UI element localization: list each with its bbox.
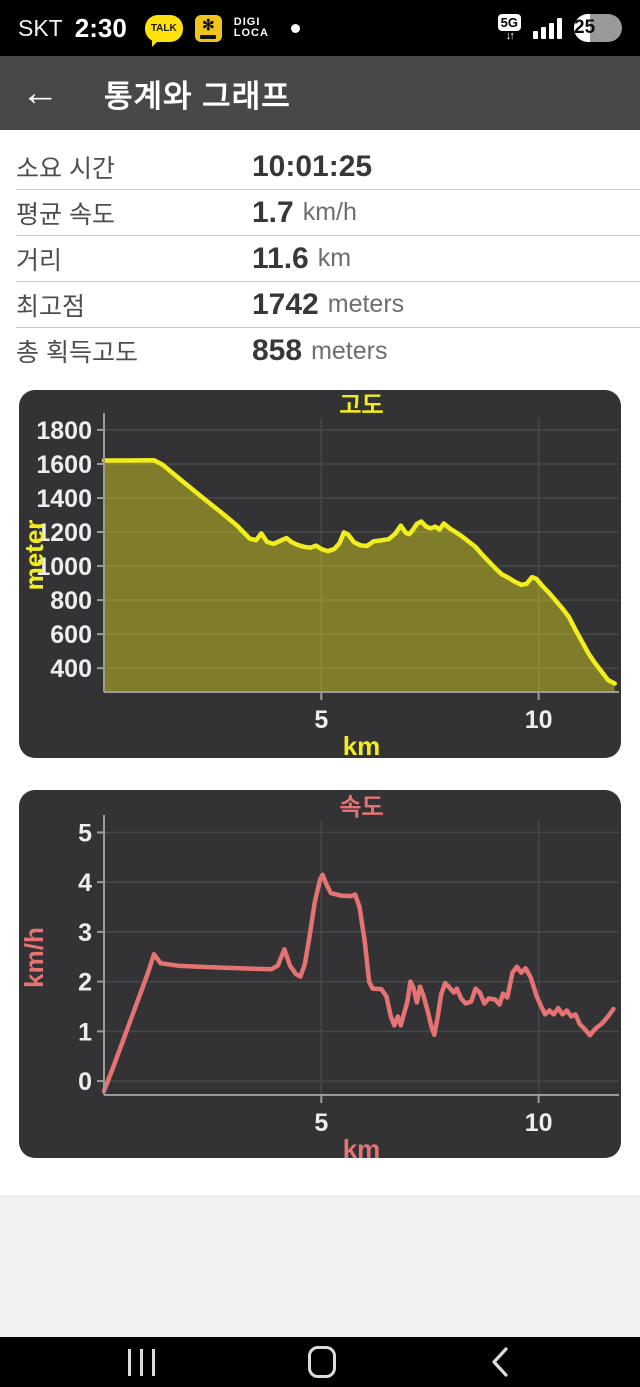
background-area xyxy=(0,1195,640,1337)
svg-text:1200: 1200 xyxy=(36,519,92,547)
status-bar: SKT 2:30 TALK ✻ DIGI LOCA 5G ↓↑ 25 xyxy=(0,0,640,56)
stat-row: 평균 속도 1.7 km/h xyxy=(16,190,640,236)
svg-text:속도: 속도 xyxy=(339,794,383,821)
svg-text:km: km xyxy=(343,731,381,758)
svg-text:1: 1 xyxy=(78,1018,92,1046)
status-bar-left: SKT 2:30 TALK ✻ DIGI LOCA xyxy=(18,12,300,47)
home-icon xyxy=(307,1346,336,1378)
carrier-label: SKT xyxy=(18,14,63,41)
home-button[interactable] xyxy=(307,1337,336,1387)
yellow-app-icon: ✻ xyxy=(194,14,222,42)
stat-row: 총 획득고도 858 meters xyxy=(16,328,640,374)
svg-text:5: 5 xyxy=(314,1109,328,1137)
asterisk-glyph: ✻ xyxy=(201,16,215,34)
svg-text:800: 800 xyxy=(50,587,92,615)
svg-text:10: 10 xyxy=(525,1109,553,1137)
stat-value: 858 xyxy=(252,334,303,367)
kakaotalk-label: TALK xyxy=(150,22,177,34)
stat-unit: km xyxy=(317,244,352,272)
svg-text:5: 5 xyxy=(314,706,328,734)
svg-text:0: 0 xyxy=(78,1068,92,1096)
clock: 2:30 xyxy=(74,12,127,43)
stat-row: 거리 11.6 km xyxy=(16,236,640,282)
data-arrows-icon: ↓↑ xyxy=(505,30,515,42)
recents-button[interactable] xyxy=(128,1337,155,1387)
stat-label: 소요 시간 xyxy=(16,154,115,183)
svg-text:10: 10 xyxy=(525,706,553,734)
5g-badge: 5G xyxy=(497,14,521,31)
battery-percent: 25 xyxy=(574,17,596,38)
stats-table: 소요 시간 10:01:25 평균 속도 1.7 km/h 거리 11.6 km 최고점 1742… xyxy=(0,130,640,382)
stat-unit: meters xyxy=(327,290,405,318)
back-button[interactable]: ← xyxy=(0,56,80,130)
svg-text:1600: 1600 xyxy=(36,451,92,479)
svg-text:고도: 고도 xyxy=(339,392,383,419)
stat-row: 소요 시간 10:01:25 xyxy=(16,144,640,190)
svg-text:400: 400 xyxy=(50,655,92,683)
svg-text:1400: 1400 xyxy=(36,485,92,513)
stat-label: 총 획득고도 xyxy=(16,339,138,367)
svg-text:1800: 1800 xyxy=(36,417,92,445)
stat-value: 11.6 xyxy=(252,241,309,275)
signal-strength-icon xyxy=(533,17,562,39)
svg-text:3: 3 xyxy=(78,919,92,947)
stat-label: 거리 xyxy=(16,246,63,275)
speed-chart-card: 0 1 2 3 4 5 5 10 속도 km km/h xyxy=(19,790,621,1158)
back-arrow-icon: ← xyxy=(21,72,59,114)
back-nav-button[interactable] xyxy=(488,1337,512,1387)
content-spacer xyxy=(0,1158,640,1195)
svg-text:600: 600 xyxy=(50,621,92,649)
stat-value: 1742 xyxy=(252,287,319,321)
stat-row: 최고점 1742 meters xyxy=(16,282,640,328)
status-bar-right: 5G ↓↑ 25 xyxy=(497,14,622,42)
battery-icon: 25 xyxy=(574,14,622,42)
svg-text:1000: 1000 xyxy=(36,553,92,581)
app-icon-bar xyxy=(200,34,217,39)
speed-chart: 0 1 2 3 4 5 5 10 속도 km km/h xyxy=(19,794,619,1158)
stat-unit: meters xyxy=(311,336,388,365)
svg-text:5: 5 xyxy=(78,819,92,847)
back-chevron-icon xyxy=(492,1347,508,1377)
svg-text:km/h: km/h xyxy=(19,927,49,988)
5g-network-icon: 5G ↓↑ xyxy=(497,14,521,42)
digi-line: DIGI xyxy=(233,16,261,28)
elevation-chart-card: 400 600 800 1000 1200 1400 1600 1800 5 10 고도 km mete… xyxy=(19,390,621,758)
stat-label: 최고점 xyxy=(16,292,86,321)
app-header: ← 통계와 그래프 xyxy=(0,56,640,130)
page-title: 통계와 그래프 xyxy=(104,78,291,114)
digi-loca-badge: DIGI LOCA xyxy=(234,17,269,39)
svg-text:2: 2 xyxy=(78,969,92,997)
notification-dot-icon xyxy=(290,23,300,33)
svg-text:km: km xyxy=(343,1134,381,1158)
svg-text:4: 4 xyxy=(78,869,92,897)
loca-line: LOCA xyxy=(233,27,269,39)
android-nav-bar xyxy=(0,1337,640,1387)
stat-unit: km/h xyxy=(302,198,357,226)
stat-label: 평균 속도 xyxy=(16,200,115,229)
stat-value: 10:01:25 xyxy=(252,149,373,183)
svg-text:meter: meter xyxy=(19,520,49,591)
elevation-chart: 400 600 800 1000 1200 1400 1600 1800 5 10 고도 km mete… xyxy=(19,392,619,758)
stat-value: 1.7 xyxy=(252,195,294,229)
kakaotalk-icon: TALK xyxy=(144,14,183,47)
recents-icon xyxy=(128,1348,155,1376)
battery-fill-level xyxy=(574,14,591,42)
